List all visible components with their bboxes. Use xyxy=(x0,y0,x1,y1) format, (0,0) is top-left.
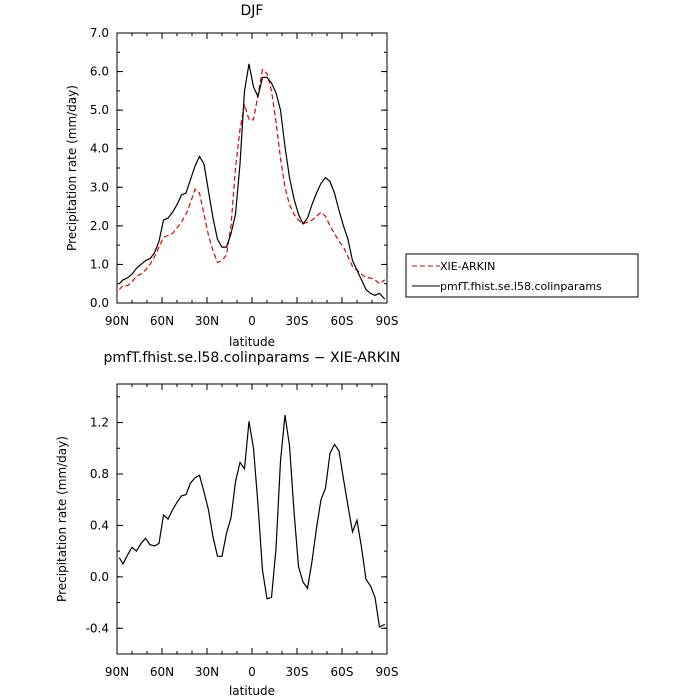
bottom-x-tick-label-1: 60N xyxy=(150,665,174,679)
bottom-x-tick-label-2: 30N xyxy=(195,665,219,679)
top-x-tick-label-1: 60N xyxy=(150,314,174,328)
legend-label-xie-arkin: XIE-ARKIN xyxy=(440,260,495,273)
bottom-x-tick-label-5: 60S xyxy=(331,665,354,679)
bottom-x-tick-label-3: 0 xyxy=(248,665,256,679)
bottom-plot: pmfT.fhist.se.l58.colinparams − XIE-ARKI… xyxy=(55,350,400,698)
top-y-tick-label-7: 7.0 xyxy=(90,26,109,40)
bottom-y-ticks: -0.4 0.0 0.4 0.8 1.2 xyxy=(86,396,387,655)
top-y-ticks: 0.0 1.0 2.0 3.0 4.0 5.0 6.0 7.0 xyxy=(90,26,387,310)
top-y-tick-label-1: 1.0 xyxy=(90,257,109,271)
top-x-tick-label-6: 90S xyxy=(376,314,399,328)
bottom-series-group xyxy=(118,414,386,628)
legend-box xyxy=(405,253,639,298)
bottom-x-tick-label-6: 90S xyxy=(376,665,399,679)
bottom-y-tick-label-4: 1.2 xyxy=(90,416,109,430)
top-x-tick-label-3: 0 xyxy=(248,314,256,328)
legend-label-model: pmfT.fhist.se.l58.colinparams xyxy=(440,280,602,293)
top-x-axis-label: latitude xyxy=(229,335,275,349)
bottom-x-tick-label-0: 90N xyxy=(105,665,129,679)
top-y-tick-label-4: 4.0 xyxy=(90,142,109,156)
bottom-plot-frame xyxy=(116,383,388,655)
bottom-plot-title: pmfT.fhist.se.l58.colinparams − XIE-ARKI… xyxy=(104,350,401,366)
top-x-tick-label-5: 60S xyxy=(331,314,354,328)
bottom-y-tick-label-2: 0.4 xyxy=(90,518,109,532)
top-y-axis-label: Precipitation rate (mm/day) xyxy=(65,85,79,251)
bottom-y-tick-label-0: -0.4 xyxy=(86,621,109,635)
top-y-tick-label-2: 2.0 xyxy=(90,219,109,233)
top-y-tick-label-5: 5.0 xyxy=(90,103,109,117)
bottom-y-tick-label-1: 0.0 xyxy=(90,570,109,584)
bottom-x-axis-label: latitude xyxy=(229,684,275,698)
bottom-x-tick-label-4: 30S xyxy=(286,665,309,679)
top-series-line-pmft-fhist-se-l58-colinparams xyxy=(118,63,386,300)
top-y-tick-label-3: 3.0 xyxy=(90,180,109,194)
top-series-group xyxy=(118,63,386,300)
top-x-tick-label-0: 90N xyxy=(105,314,129,328)
top-plot: DJF latitude Precipitation rate (mm/day)… xyxy=(65,3,398,349)
top-y-tick-label-0: 0.0 xyxy=(90,296,109,310)
top-x-ticks: 90N 60N 30N 0 30S 60S 90S xyxy=(105,33,399,328)
top-y-tick-label-6: 6.0 xyxy=(90,65,109,79)
bottom-y-axis-label: Precipitation rate (mm/day) xyxy=(55,436,69,602)
top-series-line-xie-arkin xyxy=(118,68,386,290)
legend: XIE-ARKIN pmfT.fhist.se.l58.colinparams xyxy=(405,253,639,298)
bottom-y-tick-label-3: 0.8 xyxy=(90,467,109,481)
top-plot-frame xyxy=(116,32,388,304)
top-x-tick-label-2: 30N xyxy=(195,314,219,328)
top-x-tick-label-4: 30S xyxy=(286,314,309,328)
top-plot-title: DJF xyxy=(241,3,264,19)
bottom-x-ticks: 90N 60N 30N 0 30S 60S 90S xyxy=(105,384,399,679)
bottom-series-line-0 xyxy=(118,414,386,628)
